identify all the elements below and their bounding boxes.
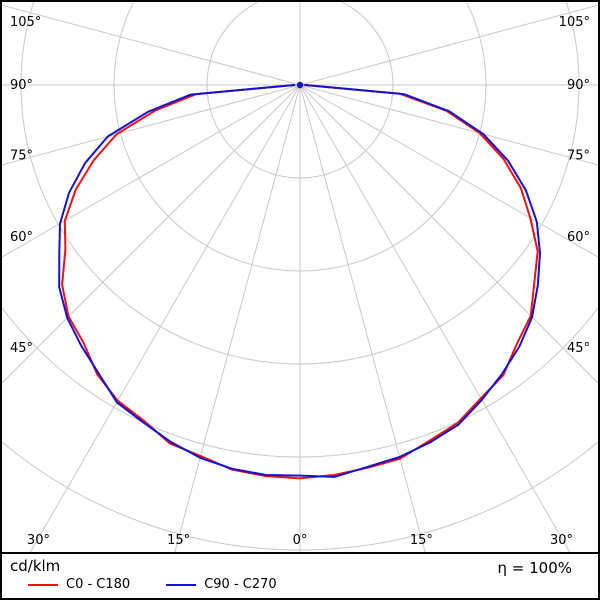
legend-swatch-c90-c270 <box>166 583 197 586</box>
polar-chart: 0° 15° 15° 30° 30° 45° 45° 60° 60° 75° 75° 90° 90° 10… <box>2 2 598 552</box>
legend-label-c90-c270: C90 - C270 <box>204 577 277 592</box>
unit-label: cd/klm <box>10 557 61 575</box>
legend: C0 - C180 C90 - C270 <box>28 577 277 592</box>
angle-label: 60° <box>567 230 590 245</box>
angle-label: 15° <box>410 533 433 548</box>
angle-label: 90° <box>10 78 33 93</box>
angle-label: 75° <box>567 148 590 163</box>
angle-label: 0° <box>293 533 308 548</box>
angle-label: 30° <box>27 533 50 548</box>
angle-label: 15° <box>167 533 190 548</box>
polar-grid <box>2 2 598 552</box>
angle-label: 45° <box>567 341 590 356</box>
angle-label: 105° <box>559 15 590 30</box>
angle-label: 60° <box>10 230 33 245</box>
legend-item-c90-c270: C90 - C270 <box>166 577 277 592</box>
angle-label: 45° <box>10 341 33 356</box>
angle-label: 30° <box>550 533 573 548</box>
legend-label-c0-c180: C0 - C180 <box>66 577 131 592</box>
origin-dot <box>296 81 304 89</box>
angle-label: 75° <box>10 148 33 163</box>
legend-swatch-c0-c180 <box>28 583 58 586</box>
angle-label: 90° <box>567 78 590 93</box>
angle-label: 105° <box>10 15 41 30</box>
footer: cd/klm η = 100% C0 - C180 C90 - C270 <box>2 552 598 598</box>
polar-plot-area: 0° 15° 15° 30° 30° 45° 45° 60° 60° 75° 75° 90° 90° 10… <box>2 2 598 552</box>
curve-c90-c270 <box>58 84 541 478</box>
efficiency-label: η = 100% <box>497 559 573 577</box>
legend-item-c0-c180: C0 - C180 <box>28 577 130 592</box>
curve-c0-c180 <box>61 84 539 480</box>
